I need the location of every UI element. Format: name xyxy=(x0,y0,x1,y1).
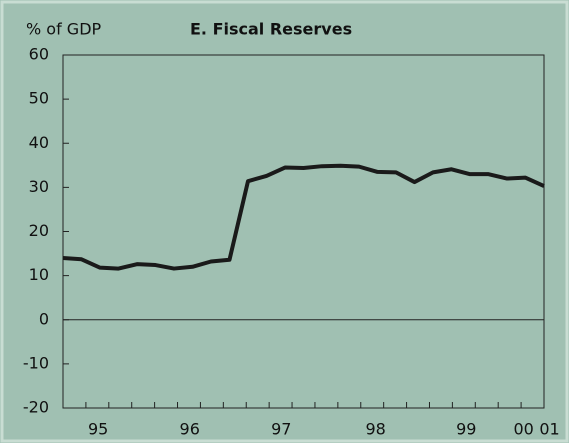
y-tick-label: -10 xyxy=(23,353,49,372)
x-tick-label: 95 xyxy=(88,420,108,439)
x-tick-label: 96 xyxy=(180,420,200,439)
y-tick-label: 20 xyxy=(29,221,49,240)
x-tick-label: 00 xyxy=(513,420,533,439)
y-tick-label: 10 xyxy=(29,265,49,284)
y-axis-label: % of GDP xyxy=(26,20,102,39)
x-tick-label: 97 xyxy=(271,420,291,439)
y-tick-label: -20 xyxy=(23,398,49,417)
y-tick-label: 60 xyxy=(29,45,49,64)
y-tick-label: 30 xyxy=(29,177,49,196)
x-tick-label: 01 xyxy=(539,420,559,439)
y-tick-label: 0 xyxy=(39,309,49,328)
chart-title: E. Fiscal Reserves xyxy=(190,20,352,39)
y-tick-label: 40 xyxy=(29,133,49,152)
x-tick-label: 98 xyxy=(365,420,385,439)
x-tick-label: 99 xyxy=(456,420,476,439)
y-tick-label: 50 xyxy=(29,89,49,108)
plot-area xyxy=(62,54,545,409)
data-line xyxy=(62,163,545,271)
